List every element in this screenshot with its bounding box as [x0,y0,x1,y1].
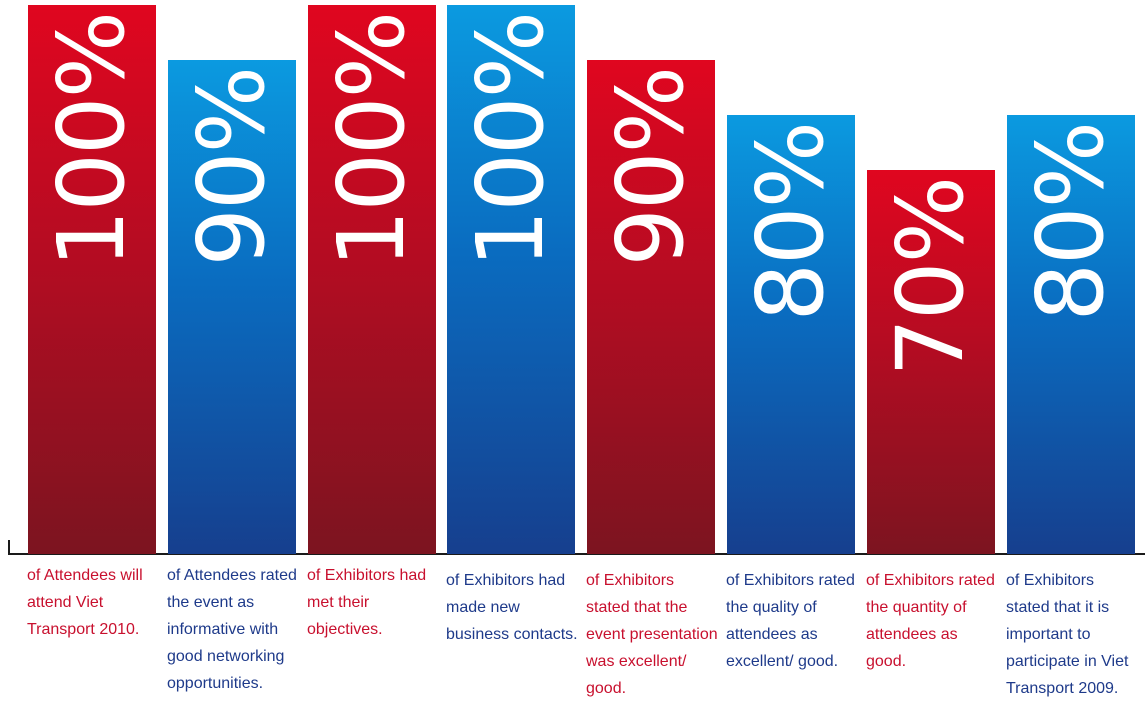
bar-value-label: 70% [877,178,984,377]
bar-value-label: 100% [457,13,564,269]
bar-1: 100% [28,5,156,554]
bar-value-label: 80% [737,123,844,322]
bar-3: 100% [308,5,436,554]
x-axis-line [8,553,1145,555]
bar-value-label: 80% [1017,123,1124,322]
bar-caption: of Exhibitors had made new business cont… [446,572,578,643]
bar-caption: of Exhibitors rated the quantity of atte… [866,572,995,670]
bar-4: 100% [447,5,575,554]
bar-8: 80% [1007,115,1135,554]
bar-value-label: 90% [597,68,704,267]
bar-6: 80% [727,115,855,554]
bar-caption: of Attendees will attend Viet Transport … [27,567,143,638]
bar-caption: of Exhibitors rated the quality of atten… [726,572,855,670]
bar-5: 90% [587,60,715,554]
x-axis-start-tick [8,540,10,555]
bar-value-label: 100% [38,13,145,269]
bar-2: 90% [168,60,296,554]
bar-caption: of Exhibitors had met their objectives. [307,567,427,638]
bar-7: 70% [867,170,995,554]
bar-value-label: 90% [178,68,285,267]
bar-caption: of Exhibitors stated that the event pres… [586,572,718,697]
bar-caption: of Attendees rated the event as informat… [167,567,297,692]
bar-caption: of Exhibitors stated that it is importan… [1006,572,1129,697]
bar-value-label: 100% [318,13,425,269]
